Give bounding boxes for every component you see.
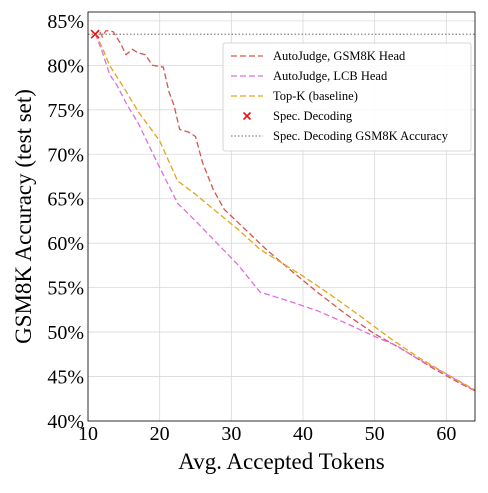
y-tick-labels: 40% 45% 50% 55% 60% 65% 70% 75% 80% 85% [47, 11, 84, 433]
series-line [94, 33, 476, 392]
legend-label: Spec. Decoding GSM8K Accuracy [273, 129, 449, 143]
legend-label: Spec. Decoding [273, 109, 353, 123]
y-tick-label: 40% [47, 411, 84, 433]
y-tick-label: 65% [47, 189, 84, 211]
legend: AutoJudge, GSM8K Head AutoJudge, LCB Head… [222, 42, 472, 152]
series-line [94, 28, 476, 392]
series-lines [94, 28, 476, 392]
x-tick-labels: 10 20 30 40 50 60 [78, 423, 456, 445]
x-tick-label: 30 [221, 423, 241, 445]
y-tick-label: 55% [47, 278, 84, 300]
y-tick-label: 80% [47, 55, 84, 77]
y-axis-title: GSM8K Accuracy (test set) [11, 89, 36, 344]
plot-frame [87, 11, 476, 422]
x-axis-title: Avg. Accepted Tokens [178, 449, 384, 474]
y-tick-label: 50% [47, 322, 84, 344]
x-marker [90, 29, 100, 39]
marker-stroke [242, 111, 252, 121]
y-tick-label: 45% [47, 367, 84, 389]
legend-box [222, 42, 472, 152]
y-tick-label: 60% [47, 233, 84, 255]
legend-label: AutoJudge, GSM8K Head [273, 49, 406, 63]
x-tick-label: 20 [150, 423, 170, 445]
y-tick-label: 75% [47, 100, 84, 122]
markers [90, 29, 100, 39]
x-tick-label: 10 [78, 423, 98, 445]
y-tick-label: 70% [47, 144, 84, 166]
legend-label: Top-K (baseline) [273, 89, 358, 103]
y-tick-label: 85% [47, 11, 84, 33]
legend-label: AutoJudge, LCB Head [273, 69, 388, 83]
x-tick-label: 50 [365, 423, 385, 445]
marker-stroke [90, 29, 100, 39]
x-tick-label: 60 [436, 423, 456, 445]
series-line [94, 33, 476, 391]
legend-x-marker [242, 111, 252, 121]
x-tick-label: 40 [293, 423, 313, 445]
